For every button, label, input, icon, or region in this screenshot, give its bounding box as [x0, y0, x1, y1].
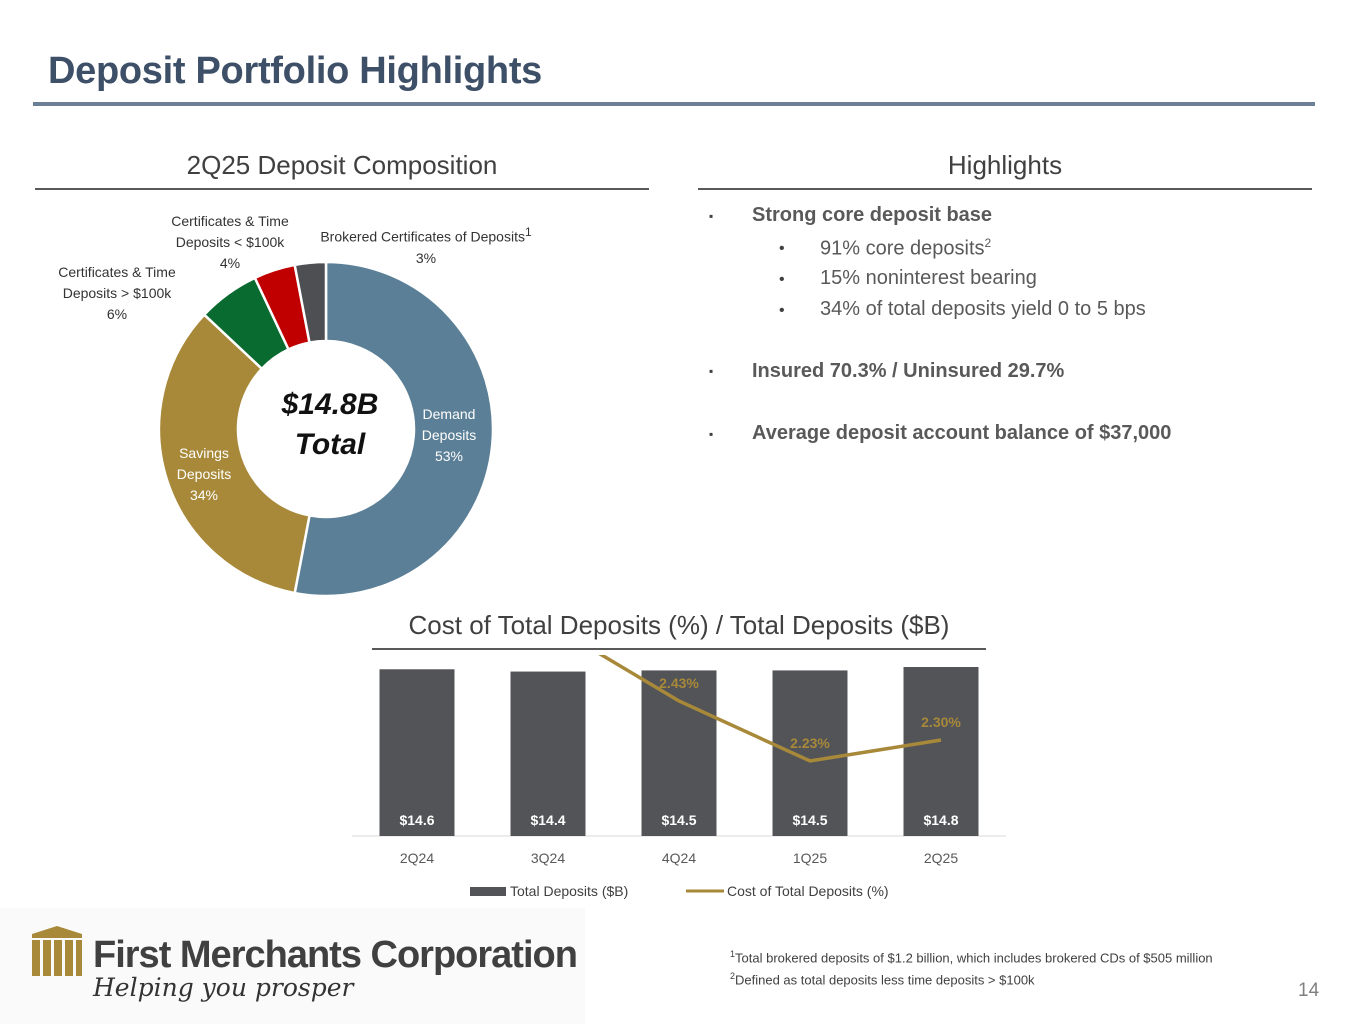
page-title: Deposit Portfolio Highlights	[48, 50, 543, 92]
label-cert-under-line1: Certificates & Time	[171, 213, 289, 229]
x-tick-label: 4Q24	[662, 850, 696, 866]
footnote-1: 1Total brokered deposits of $1.2 billion…	[730, 945, 1213, 967]
label-savings-line1: Savings	[179, 445, 229, 461]
footnote-1-marker: 1	[730, 949, 736, 959]
label-demand-pct: 53%	[434, 448, 464, 464]
slice-demand-deposits	[293, 260, 495, 598]
legend-label-cost-of-deposits: Cost of Total Deposits (%)	[727, 883, 889, 899]
legend-label-total-deposits: Total Deposits ($B)	[510, 883, 628, 899]
donut-center-total: $14.8B Total	[255, 385, 405, 465]
label-brokered-footnote-ref: 1	[524, 225, 532, 239]
line-value-label: 2.23%	[790, 735, 830, 751]
highlights-title: Highlights	[947, 150, 1063, 180]
x-tick-label: 2Q24	[400, 850, 434, 866]
highlight-core-deposits-text: 91% core deposits	[820, 237, 985, 260]
label-cert-under-100k: Certificates & Time Deposits < $100k 4%	[155, 211, 305, 274]
highlight-core-deposits-footnote-ref: 2	[984, 236, 992, 250]
label-demand-line2: Deposits	[421, 427, 477, 443]
label-savings-deposits: Savings Deposits 34%	[163, 443, 245, 506]
label-brokered-pct: 3%	[415, 249, 437, 266]
bar-total-deposits	[379, 669, 455, 836]
label-brokered-cds: Brokered Certificates of Deposits1 3%	[306, 222, 546, 269]
logo-company-name: First Merchants Corporation	[93, 934, 578, 976]
highlight-core-deposits-pct: 91% core deposits2	[820, 236, 991, 261]
x-tick-label: 1Q25	[793, 850, 827, 866]
bar-total-deposits	[903, 667, 979, 836]
cost-deposits-chart: $14.62Q242.66%$14.43Q242.69%$14.54Q242.4…	[352, 655, 1006, 899]
footnote-2-text: Defined as total deposits less time depo…	[735, 972, 1035, 988]
logo-tagline: Helping you prosper	[93, 973, 354, 1002]
label-cert-over-line1: Certificates & Time	[58, 264, 176, 280]
line-value-label: 2.30%	[921, 714, 961, 730]
slice-savings-deposits	[157, 312, 311, 595]
bar-value-label: $14.5	[792, 812, 827, 828]
logo-area	[0, 908, 585, 1024]
label-savings-pct: 34%	[189, 487, 219, 503]
label-demand-line1: Demand	[422, 406, 476, 422]
bar-value-label: $14.6	[399, 812, 434, 828]
composition-divider	[35, 188, 649, 190]
title-divider	[33, 102, 1315, 106]
bar-value-label: $14.5	[661, 812, 696, 828]
footnote-2: 2Defined as total deposits less time dep…	[730, 967, 1213, 989]
dot-bullet: •	[779, 271, 785, 288]
square-bullet: ▪	[709, 364, 714, 378]
legend-swatch-total-deposits	[470, 887, 506, 896]
highlight-low-yield-deposits: 34% of total deposits yield 0 to 5 bps	[820, 298, 1146, 320]
square-bullet: ▪	[709, 427, 714, 441]
donut-chart	[157, 260, 495, 598]
bar-value-label: $14.8	[923, 812, 958, 828]
label-brokered-line1: Brokered Certificates of Deposits	[320, 228, 525, 245]
bar-total-deposits	[641, 670, 717, 836]
cost-chart-title: Cost of Total Deposits (%) / Total Depos…	[408, 610, 950, 640]
dot-bullet: •	[779, 302, 785, 319]
highlight-average-balance: Average deposit account balance of $37,0…	[752, 422, 1172, 444]
footnotes: 1Total brokered deposits of $1.2 billion…	[730, 945, 1213, 990]
donut-center-label: Total	[294, 428, 366, 461]
x-tick-label: 2Q25	[924, 850, 958, 866]
label-cert-under-pct: 4%	[219, 255, 241, 271]
dot-bullet: •	[779, 240, 785, 257]
footnote-1-text: Total brokered deposits of $1.2 billion,…	[735, 950, 1213, 966]
page-number: 14	[1298, 980, 1320, 1001]
donut-center-amount: $14.8B	[281, 388, 379, 421]
cost-chart-divider	[372, 648, 986, 650]
footnote-2-marker: 2	[730, 971, 736, 982]
square-bullet: ▪	[709, 209, 714, 223]
building-logo-icon	[32, 926, 82, 976]
bar-total-deposits	[510, 671, 586, 836]
bar-value-label: $14.4	[530, 812, 565, 828]
label-cert-over-line2: Deposits > $100k	[62, 285, 172, 301]
slice-brokered-cds	[293, 260, 328, 345]
cost-of-deposits-line	[598, 655, 942, 763]
label-cert-under-line2: Deposits < $100k	[175, 234, 285, 250]
line-value-label: 2.43%	[659, 675, 699, 691]
highlight-core-deposit-base: Strong core deposit base	[752, 204, 993, 226]
highlights-divider	[698, 188, 1312, 190]
label-savings-line2: Deposits	[176, 466, 232, 482]
label-cert-over-pct: 6%	[106, 306, 128, 322]
label-demand-deposits: Demand Deposits 53%	[404, 404, 494, 467]
highlight-insured-uninsured: Insured 70.3% / Uninsured 29.7%	[752, 360, 1065, 382]
composition-title: 2Q25 Deposit Composition	[186, 150, 498, 180]
label-cert-over-100k: Certificates & Time Deposits > $100k 6%	[42, 262, 192, 325]
bar-total-deposits	[772, 670, 848, 836]
highlight-noninterest-bearing: 15% noninterest bearing	[820, 267, 1037, 289]
x-tick-label: 3Q24	[531, 850, 565, 866]
